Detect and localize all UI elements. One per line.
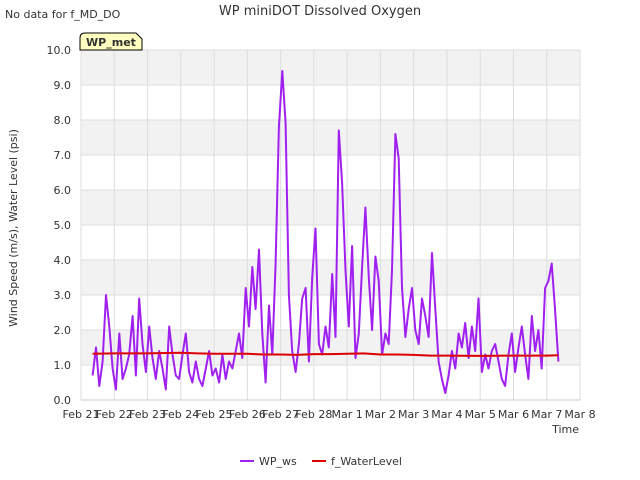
x-tick-label: Feb 21 xyxy=(63,408,100,421)
x-tick-label: Mar 4 xyxy=(431,408,462,421)
x-tick-label: Mar 6 xyxy=(498,408,529,421)
x-tick-label: Feb 25 xyxy=(196,408,233,421)
legend-label-f-waterlevel: f_WaterLevel xyxy=(331,455,402,468)
y-axis-ticks: 0.0 1.0 2.0 3.0 4.0 5.0 6.0 7.0 8.0 9.0 10.0 xyxy=(47,44,72,407)
legend-label-wp-ws: WP_ws xyxy=(259,455,297,468)
y-tick-label: 9.0 xyxy=(54,79,72,92)
station-tag-box xyxy=(79,32,143,51)
plot-band xyxy=(81,190,580,225)
no-data-note: No data for f_MD_DO xyxy=(5,8,121,21)
station-tag: WP_met xyxy=(79,32,143,51)
gridlines xyxy=(80,49,581,401)
y-axis-label: Wind Speed (m/s), Water Level (psi) xyxy=(7,129,20,327)
y-tick-label: 7.0 xyxy=(54,149,72,162)
x-tick-label: Mar 7 xyxy=(531,408,562,421)
chart-title: WP miniDOT Dissolved Oxygen xyxy=(219,4,421,19)
x-axis-label: Time xyxy=(551,423,579,436)
y-tick-label: 6.0 xyxy=(54,184,72,197)
x-tick-label: Mar 3 xyxy=(398,408,429,421)
x-tick-label: Mar 5 xyxy=(465,408,496,421)
y-tick-label: 10.0 xyxy=(47,44,72,57)
x-tick-label: Feb 24 xyxy=(162,408,199,421)
plot-band xyxy=(81,330,580,365)
x-tick-label: Feb 22 xyxy=(96,408,133,421)
y-tick-label: 0.0 xyxy=(54,394,72,407)
x-tick-label: Feb 27 xyxy=(262,408,299,421)
series-line-f-waterlevel xyxy=(92,351,559,357)
x-tick-label: Feb 23 xyxy=(129,408,166,421)
legend: WP_ws f_WaterLevel xyxy=(240,455,402,468)
y-tick-label: 3.0 xyxy=(54,289,72,302)
y-tick-label: 4.0 xyxy=(54,254,72,267)
x-tick-label: Feb 26 xyxy=(229,408,266,421)
plot-band xyxy=(81,120,580,155)
x-tick-label: Feb 28 xyxy=(295,408,332,421)
y-tick-label: 8.0 xyxy=(54,114,72,127)
x-tick-label: Mar 2 xyxy=(365,408,396,421)
series-lines xyxy=(91,70,560,394)
x-tick-label: Mar 8 xyxy=(564,408,595,421)
plot-band xyxy=(81,50,580,85)
y-tick-label: 1.0 xyxy=(54,359,72,372)
y-tick-label: 2.0 xyxy=(54,324,72,337)
station-tag-label: WP_met xyxy=(86,36,136,49)
series-line-wp-ws xyxy=(91,70,560,394)
y-tick-label: 5.0 xyxy=(54,219,72,232)
x-tick-label: Mar 1 xyxy=(332,408,363,421)
